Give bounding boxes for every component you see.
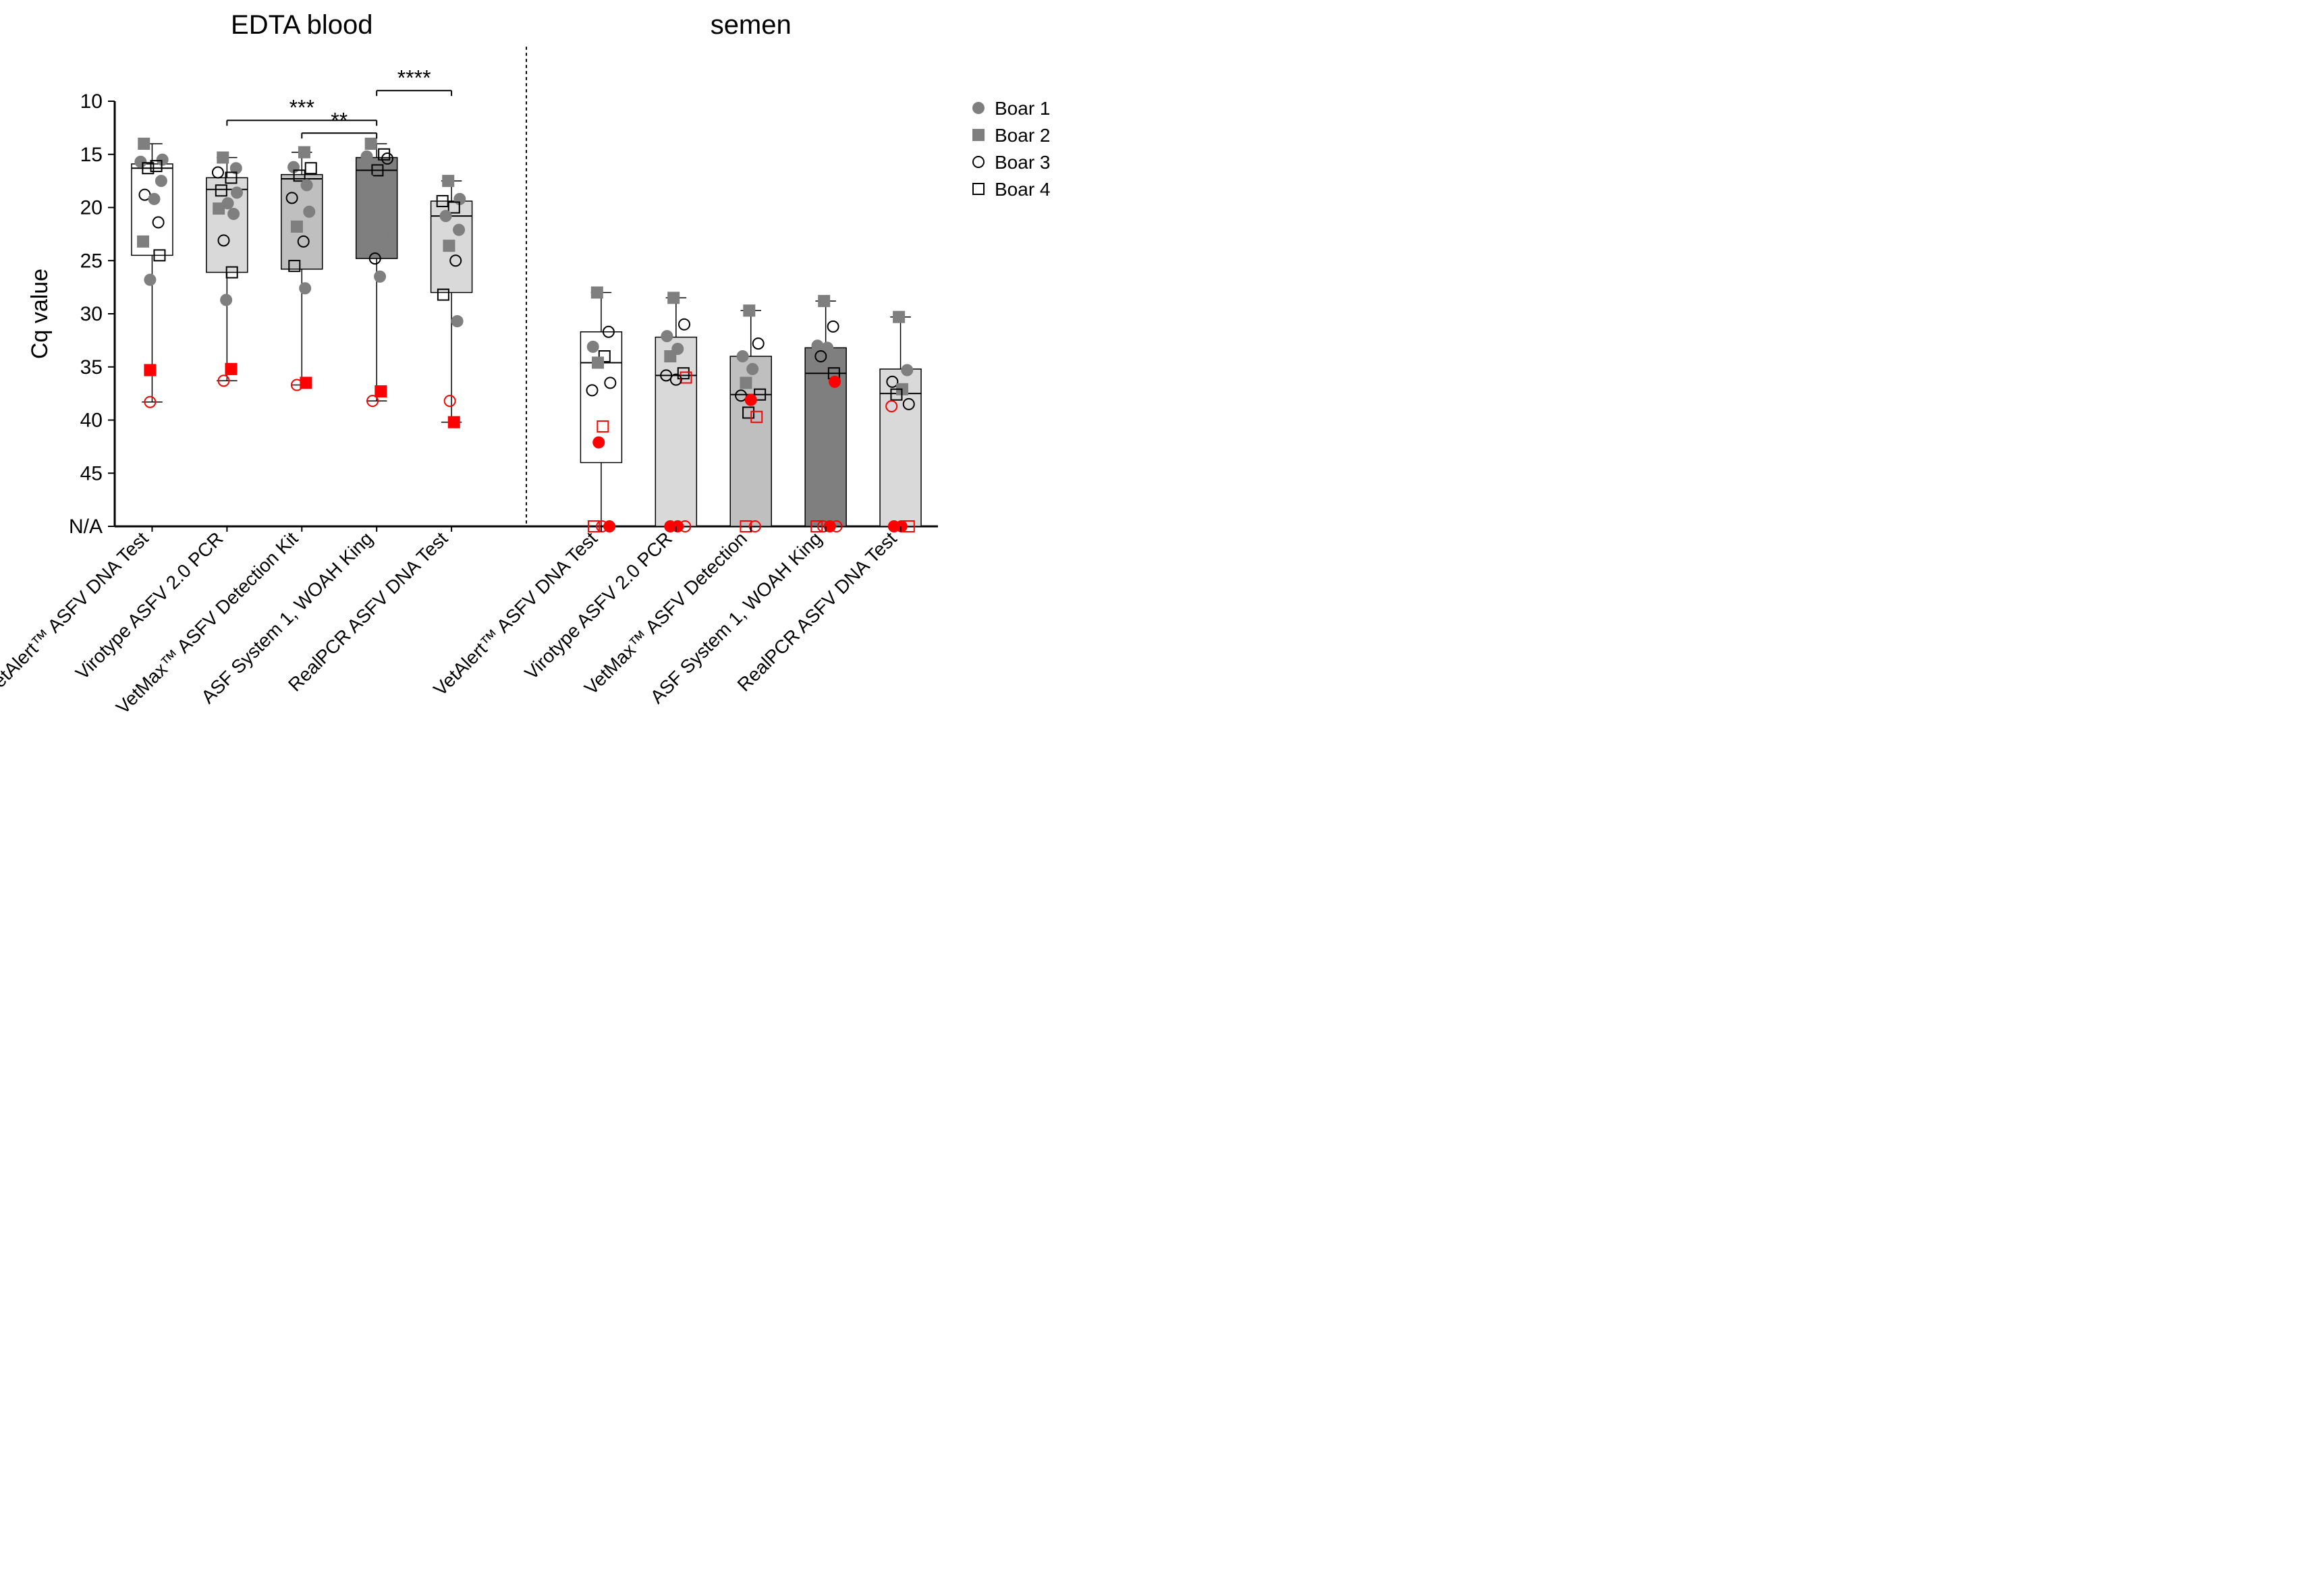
data-point <box>377 229 388 240</box>
data-point <box>144 364 155 375</box>
data-point <box>973 130 984 140</box>
data-point <box>225 364 236 375</box>
data-point <box>746 395 756 406</box>
data-point <box>441 211 451 221</box>
data-point <box>592 357 603 368</box>
data-point <box>299 147 310 158</box>
data-point <box>668 292 679 303</box>
box <box>356 157 397 258</box>
y-tick-label: 10 <box>80 90 103 113</box>
figure-container: EDTA blood semen 10 15 20 25 30 35 40 45 N/A Cq val… <box>0 0 1162 788</box>
data-point <box>829 377 840 387</box>
data-point <box>362 151 372 162</box>
y-tick-label: 25 <box>80 250 103 272</box>
data-point <box>744 305 754 316</box>
y-axis-label: Cq value <box>27 269 53 359</box>
data-point <box>819 296 829 306</box>
data-point <box>367 212 378 223</box>
data-point <box>379 190 390 200</box>
data-point <box>138 138 149 149</box>
data-point <box>893 312 904 323</box>
data-point <box>156 175 167 186</box>
data-point <box>292 221 302 232</box>
legend-label: Boar 2 <box>995 125 1051 146</box>
data-point <box>973 103 984 113</box>
panel-title-left: EDTA blood <box>231 10 373 40</box>
data-point <box>443 175 453 186</box>
y-tick-label: 45 <box>80 462 103 485</box>
data-point <box>443 240 454 251</box>
data-point <box>665 351 675 362</box>
y-tick-label: 30 <box>80 303 103 325</box>
significance-label: ** <box>331 108 348 132</box>
data-point <box>304 206 314 217</box>
data-point <box>738 351 748 362</box>
data-point <box>604 521 615 532</box>
y-tick-label: 15 <box>80 144 103 166</box>
y-tick-label: 35 <box>80 356 103 379</box>
legend-label: Boar 1 <box>995 98 1051 119</box>
data-point <box>135 157 146 167</box>
data-point <box>588 341 599 352</box>
y-tick-na: N/A <box>69 516 103 538</box>
data-point <box>363 175 374 186</box>
data-point <box>144 275 155 285</box>
significance-label: *** <box>289 95 314 119</box>
data-point <box>302 179 312 190</box>
data-point <box>375 271 385 282</box>
data-point <box>592 287 603 298</box>
data-point <box>740 377 751 388</box>
data-point <box>221 295 231 306</box>
data-point <box>449 417 460 428</box>
data-point <box>375 386 386 397</box>
data-point <box>366 138 377 149</box>
data-point <box>300 283 310 294</box>
data-point <box>747 364 758 375</box>
data-point <box>902 364 912 375</box>
box <box>655 337 696 526</box>
panel-title-right: semen <box>711 10 792 40</box>
data-point <box>593 437 604 448</box>
data-point <box>157 155 168 165</box>
box <box>805 348 846 526</box>
data-point <box>812 340 823 351</box>
data-point <box>228 209 239 219</box>
data-point <box>149 194 160 204</box>
data-point <box>452 316 463 327</box>
data-point <box>231 187 242 198</box>
y-tick-label: 20 <box>80 197 103 219</box>
data-point <box>217 152 228 163</box>
y-tick-label: 40 <box>80 410 103 432</box>
boxplot-svg: EDTA blood semen 10 15 20 25 30 35 40 45 N/A Cq val… <box>0 0 1162 788</box>
data-point <box>213 203 224 214</box>
data-point <box>453 225 464 236</box>
data-point <box>896 521 907 532</box>
data-point <box>661 331 672 341</box>
legend-label: Boar 4 <box>995 179 1051 200</box>
legend-label: Boar 3 <box>995 152 1051 173</box>
significance-label: **** <box>397 65 431 90</box>
data-point <box>138 236 148 247</box>
